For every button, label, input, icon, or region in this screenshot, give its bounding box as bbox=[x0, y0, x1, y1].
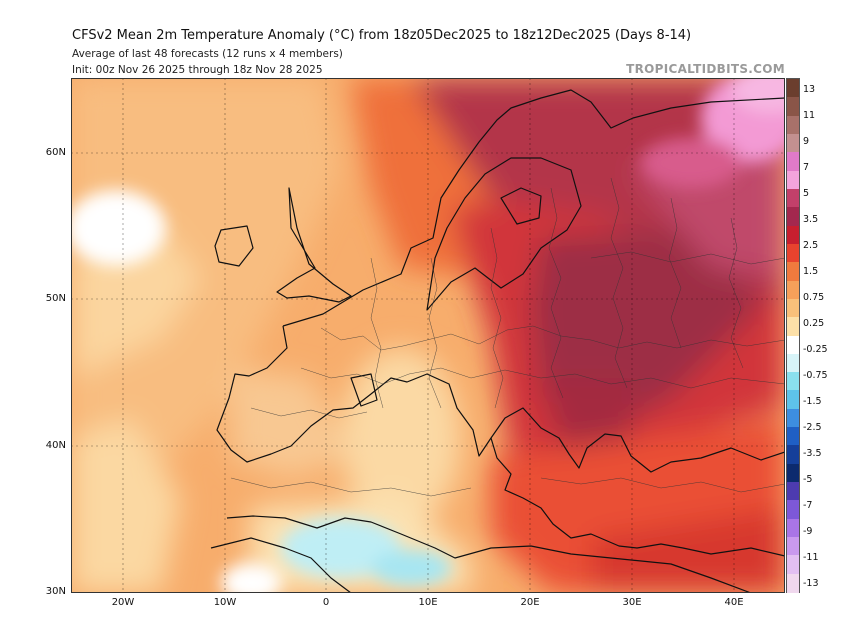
colorbar-tick-label: 0.75 bbox=[803, 292, 825, 303]
colorbar-tick-label: 2.5 bbox=[803, 240, 819, 251]
colorbar-tick-label: -2.5 bbox=[803, 422, 822, 433]
colorbar-tick-label: -7 bbox=[803, 500, 813, 511]
colorbar-segment bbox=[787, 317, 799, 337]
colorbar-segment bbox=[787, 280, 799, 300]
colorbar-segment bbox=[787, 482, 799, 501]
colorbar-tick-label: -9 bbox=[803, 526, 813, 537]
colorbar-tick-label: -13 bbox=[803, 578, 819, 589]
colorbar-segment bbox=[787, 207, 799, 227]
colorbar-segment bbox=[787, 188, 799, 208]
colorbar-segment bbox=[787, 500, 799, 520]
colorbar-segment bbox=[787, 298, 799, 318]
colorbar-segment bbox=[787, 537, 799, 556]
colorbar-tick-label: 13 bbox=[803, 84, 816, 95]
colorbar-segment bbox=[787, 262, 799, 282]
colorbar-segment bbox=[787, 170, 799, 190]
colorbar-tick-label: -0.25 bbox=[803, 344, 828, 355]
colorbar-segment bbox=[787, 408, 799, 428]
colorbar-segment bbox=[787, 79, 799, 98]
colorbar-tick-label: 9 bbox=[803, 136, 810, 147]
lat-label-40n: 40N bbox=[45, 440, 66, 451]
colorbar-tick-label: 3.5 bbox=[803, 214, 819, 225]
colorbar-segment bbox=[787, 445, 799, 465]
colorbar-tick-label: -0.75 bbox=[803, 370, 828, 381]
lon-label-20w: 20W bbox=[111, 597, 135, 608]
colorbar-segment bbox=[787, 573, 799, 593]
lon-label-10w: 10W bbox=[213, 597, 237, 608]
colorbar-tick-label: -5 bbox=[803, 474, 813, 485]
colorbar-segment bbox=[787, 463, 799, 483]
colorbar-tick-label: 0.25 bbox=[803, 318, 825, 329]
colorbar-segment bbox=[787, 97, 799, 117]
map-title: CFSv2 Mean 2m Temperature Anomaly (°C) f… bbox=[72, 28, 692, 43]
colorbar bbox=[786, 78, 800, 593]
colorbar-segment bbox=[787, 555, 799, 575]
colorbar-segment bbox=[787, 133, 799, 153]
colorbar-tick-label: 1.5 bbox=[803, 266, 819, 277]
colorbar-segment bbox=[787, 335, 799, 355]
colorbar-segment bbox=[787, 427, 799, 446]
colorbar-segment bbox=[787, 372, 799, 392]
lat-label-60n: 60N bbox=[45, 147, 66, 158]
colorbar-segment bbox=[787, 518, 799, 538]
colorbar-tick-label: -1.5 bbox=[803, 396, 822, 407]
colorbar-segment bbox=[787, 243, 799, 263]
lon-label-20e: 20E bbox=[520, 597, 540, 608]
colorbar-tick-label: 11 bbox=[803, 110, 816, 121]
lat-label-30n: 30N bbox=[45, 586, 66, 597]
credit-watermark: TROPICALTIDBITS.COM bbox=[626, 62, 785, 76]
lat-label-50n: 50N bbox=[45, 293, 66, 304]
lon-label-40e: 40E bbox=[724, 597, 744, 608]
map-subtitle-init: Init: 00z Nov 26 2025 through 18z Nov 28… bbox=[72, 64, 323, 76]
lon-label-0: 0 bbox=[322, 597, 330, 608]
colorbar-segment bbox=[787, 152, 799, 172]
lon-label-10e: 10E bbox=[418, 597, 438, 608]
colorbar-segment bbox=[787, 390, 799, 410]
colorbar-segment bbox=[787, 115, 799, 135]
lon-label-30e: 30E bbox=[622, 597, 642, 608]
colorbar-tick-label: -3.5 bbox=[803, 448, 822, 459]
colorbar-segment bbox=[787, 353, 799, 373]
map-subtitle-forecasts: Average of last 48 forecasts (12 runs x … bbox=[72, 48, 343, 60]
temperature-anomaly-map bbox=[71, 78, 785, 593]
colorbar-tick-label: -11 bbox=[803, 552, 819, 563]
colorbar-tick-label: 5 bbox=[803, 188, 810, 199]
colorbar-segment bbox=[787, 225, 799, 245]
colorbar-tick-label: 7 bbox=[803, 162, 810, 173]
